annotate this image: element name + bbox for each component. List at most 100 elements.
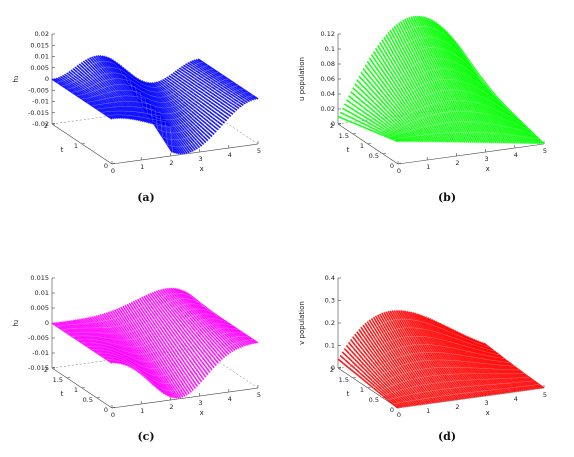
surface-gridline xyxy=(66,303,214,334)
x-tick-label: 0 xyxy=(397,411,401,419)
t-tick-label: 1 xyxy=(74,386,78,394)
x-tick-label: 2 xyxy=(455,403,459,411)
t-tick xyxy=(111,162,116,165)
surface-gridline xyxy=(86,82,234,120)
surface-gridline xyxy=(51,55,199,83)
z-tick-label: 0 xyxy=(331,364,335,372)
z-tick-label: -0.01 xyxy=(32,98,49,106)
surface-gridline xyxy=(342,318,490,364)
t-tick-label: 2 xyxy=(330,122,334,130)
t-tick-label: 2 xyxy=(44,366,48,374)
t-tick xyxy=(81,142,86,145)
surface-gridline xyxy=(347,36,495,121)
t-tick-label: 0.5 xyxy=(369,396,379,404)
surface-gridline xyxy=(372,89,520,132)
t-tick xyxy=(367,386,372,389)
t-tick xyxy=(382,152,387,155)
surface-gridline xyxy=(76,75,224,109)
z-tick-label: 0.1 xyxy=(325,45,335,53)
z-axis-label: h₂ xyxy=(12,319,20,326)
t-tick-label: 1 xyxy=(360,142,364,150)
t-tick xyxy=(96,396,101,399)
x-tick-label: 3 xyxy=(485,399,489,407)
surface-gridline xyxy=(91,85,239,127)
surface-gridline xyxy=(71,308,219,341)
x-tick-label: 1 xyxy=(140,163,144,171)
surface-gridline xyxy=(367,359,515,384)
t-axis-label: t xyxy=(61,146,64,154)
x-tick-label: 3 xyxy=(485,155,489,163)
surface-mesh xyxy=(337,15,545,145)
z-tick-label: 0 xyxy=(45,319,49,327)
surface-gridline xyxy=(392,384,540,405)
panel-caption: (a) xyxy=(137,191,155,204)
panel-caption: (b) xyxy=(438,191,456,204)
t-tick xyxy=(352,376,357,379)
z-tick-label: -0.005 xyxy=(28,86,49,94)
x-tick-label: 2 xyxy=(169,159,173,167)
surface-gridline xyxy=(398,141,544,145)
surface-gridline xyxy=(106,95,254,148)
t-tick xyxy=(337,366,342,369)
t-tick-label: 1.5 xyxy=(339,376,349,384)
x-tick-label: 5 xyxy=(543,147,547,155)
t-tick-label: 1 xyxy=(360,386,364,394)
surface-gridline xyxy=(397,387,545,409)
z-tick-label: 0 xyxy=(331,120,335,128)
t-axis-label: t xyxy=(347,390,350,398)
surface-gridline xyxy=(56,61,204,88)
z-tick-label: -0.01 xyxy=(32,349,49,357)
surface-gridline xyxy=(81,318,229,355)
z-tick-label: -0.015 xyxy=(28,109,49,117)
z-tick-label: 0.3 xyxy=(325,297,335,305)
surface-gridline xyxy=(86,323,234,362)
x-tick-label: 1 xyxy=(426,163,430,171)
t-tick-label: 1.5 xyxy=(339,132,349,140)
t-tick-label: 2 xyxy=(330,366,334,374)
x-tick-label: 4 xyxy=(514,395,518,403)
z-tick-label: 0.015 xyxy=(30,41,49,49)
z-tick-label: 0.005 xyxy=(30,304,49,312)
t-tick xyxy=(352,132,357,135)
t-tick-label: 0 xyxy=(390,406,394,414)
x-tick-label: 4 xyxy=(514,151,518,159)
panel-caption: (d) xyxy=(438,430,456,443)
t-tick xyxy=(367,142,372,145)
surface-gridline xyxy=(352,47,500,123)
z-tick-label: 0.02 xyxy=(35,30,49,38)
surface-mesh xyxy=(51,287,259,399)
t-tick-label: 2 xyxy=(44,122,48,130)
z-tick-label: 0.1 xyxy=(325,342,335,350)
surface-gridline xyxy=(367,79,515,130)
surface-gridline xyxy=(362,68,510,128)
t-axis-label: t xyxy=(347,146,350,154)
x-axis-label: x xyxy=(486,165,490,173)
z-tick-label: 0.02 xyxy=(321,105,335,113)
surface-gridline xyxy=(392,132,540,140)
x-tick-label: 5 xyxy=(257,147,261,155)
t-tick-label: 0 xyxy=(104,406,108,414)
surface-gridline xyxy=(102,336,248,384)
surface-gridline xyxy=(337,15,485,117)
t-tick xyxy=(337,122,342,125)
z-axis-label: u population xyxy=(298,57,306,101)
x-tick-label: 0 xyxy=(111,411,115,419)
surface-gridline xyxy=(352,336,500,372)
x-tick-label: 0 xyxy=(397,167,401,175)
surface-gridline xyxy=(97,332,244,377)
surface-gridline xyxy=(91,327,239,369)
surface-gridline xyxy=(357,344,505,376)
t-tick xyxy=(397,162,402,165)
x-tick-label: 4 xyxy=(228,395,232,403)
z-tick-label: 0.04 xyxy=(321,90,335,98)
t-tick-label: 0.5 xyxy=(83,396,93,404)
surface-gridline xyxy=(347,327,495,368)
surface-gridline xyxy=(96,88,244,134)
x-tick-label: 4 xyxy=(228,151,232,159)
z-tick-label: -0.02 xyxy=(32,120,49,128)
x-tick-label: 2 xyxy=(169,403,173,411)
surface-gridline xyxy=(81,78,229,114)
x-axis-label: x xyxy=(486,409,490,417)
